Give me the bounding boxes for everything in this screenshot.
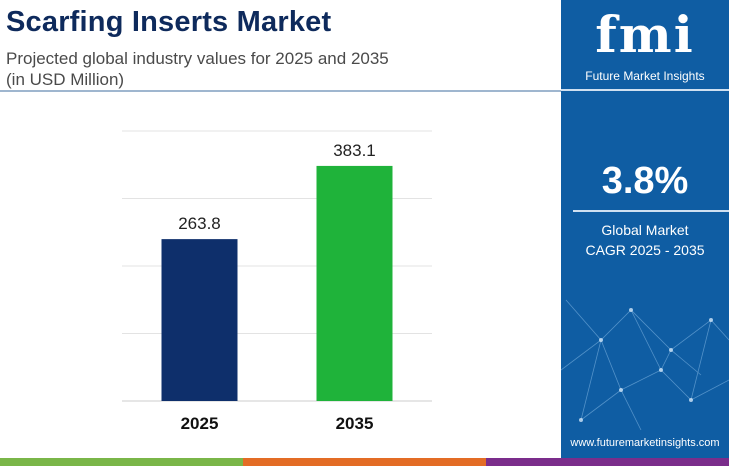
fmi-logo: fmi bbox=[595, 5, 695, 64]
strip-segment bbox=[0, 458, 243, 466]
strip-segment bbox=[243, 458, 486, 466]
bar-2035 bbox=[316, 165, 393, 401]
chart-bars bbox=[161, 165, 393, 401]
cagr-value: 3.8% bbox=[601, 160, 689, 202]
chart-subtitle: Projected global industry values for 202… bbox=[6, 48, 526, 90]
chart-labels: 263.8 2025 383.1 2035 bbox=[178, 141, 376, 433]
chart-title: Scarfing Inserts Market bbox=[6, 6, 332, 38]
side-panel: fmi Future Market Insights 3.8% Global M… bbox=[561, 0, 729, 458]
x-tick-label-2025: 2025 bbox=[181, 414, 219, 433]
cagr-divider bbox=[573, 210, 729, 212]
cagr-label-line-1: Global Market bbox=[601, 222, 689, 238]
bar-chart: 263.8 2025 383.1 2035 bbox=[122, 130, 432, 433]
bar-2025 bbox=[161, 239, 238, 401]
strip-segment bbox=[486, 458, 729, 466]
website-url: www.futuremarketinsights.com bbox=[570, 437, 720, 449]
subtitle-line-2: (in USD Million) bbox=[6, 70, 125, 89]
header-divider bbox=[0, 90, 561, 92]
subtitle-line-1: Projected global industry values for 202… bbox=[6, 49, 389, 68]
network-decoration bbox=[561, 299, 729, 430]
logo-divider bbox=[561, 89, 729, 91]
x-tick-label-2035: 2035 bbox=[336, 414, 374, 433]
cagr-label-line-2: CAGR 2025 - 2035 bbox=[585, 242, 705, 258]
data-label-2025: 263.8 bbox=[178, 214, 221, 233]
bottom-color-strip bbox=[0, 458, 729, 466]
logo-subtitle: Future Market Insights bbox=[585, 69, 705, 83]
data-label-2035: 383.1 bbox=[333, 141, 376, 160]
